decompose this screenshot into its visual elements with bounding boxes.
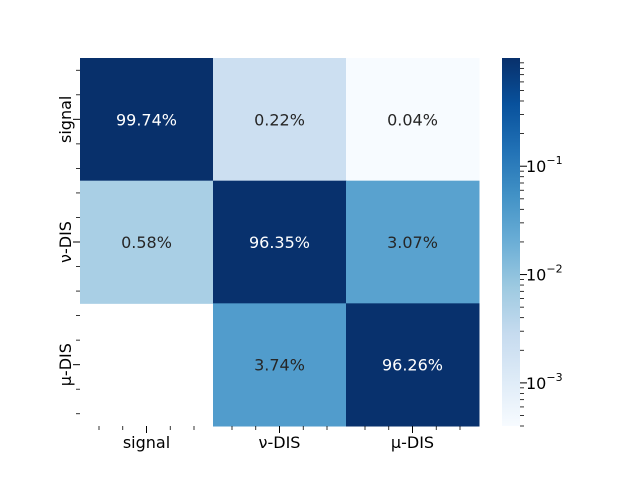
heatmap-cell bbox=[213, 303, 347, 427]
x-tick-label: ν-DIS bbox=[259, 433, 301, 452]
cell-value-label: 0.58% bbox=[121, 233, 172, 252]
x-axis: signal ν-DIS μ-DIS bbox=[98, 426, 461, 452]
x-tick-label: signal bbox=[123, 433, 170, 452]
heatmap-cell bbox=[213, 180, 347, 304]
cell-value-label: 96.26% bbox=[382, 356, 443, 375]
cell-value-label: 0.04% bbox=[387, 110, 438, 129]
y-tick-label: signal bbox=[56, 96, 75, 143]
heatmap-cell bbox=[346, 303, 480, 427]
heatmap-cell-labels: 99.74% 0.22% 0.04% 0.58% 96.35% 3.07% 3.74% 96.… bbox=[116, 110, 443, 374]
colorbar: 10−3 10−2 10−1 bbox=[502, 58, 563, 427]
cell-value-label: 96.35% bbox=[249, 233, 310, 252]
colorbar-tick-label: 10−2 bbox=[526, 263, 563, 285]
colorbar-tick-label: 10−1 bbox=[526, 154, 563, 176]
heatmap-cell bbox=[80, 180, 214, 304]
colorbar-gradient bbox=[502, 58, 520, 426]
y-axis: signal ν-DIS μ-DIS bbox=[56, 69, 80, 415]
y-tick-label: ν-DIS bbox=[56, 221, 75, 263]
cell-value-label: 3.74% bbox=[254, 356, 305, 375]
heatmap-cell bbox=[80, 58, 214, 182]
heatmap-cell bbox=[346, 58, 480, 182]
y-tick-label: μ-DIS bbox=[56, 343, 75, 386]
heatmap-cells bbox=[80, 58, 480, 427]
cell-value-label: 99.74% bbox=[116, 110, 177, 129]
cell-value-label: 3.07% bbox=[387, 233, 438, 252]
heatmap-cell bbox=[346, 180, 480, 304]
heatmap-cell bbox=[213, 58, 347, 182]
cell-value-label: 0.22% bbox=[254, 110, 305, 129]
colorbar-tick-label: 10−3 bbox=[526, 371, 563, 393]
x-tick-label: μ-DIS bbox=[391, 433, 434, 452]
colorbar-ticks: 10−3 10−2 10−1 bbox=[520, 62, 563, 427]
